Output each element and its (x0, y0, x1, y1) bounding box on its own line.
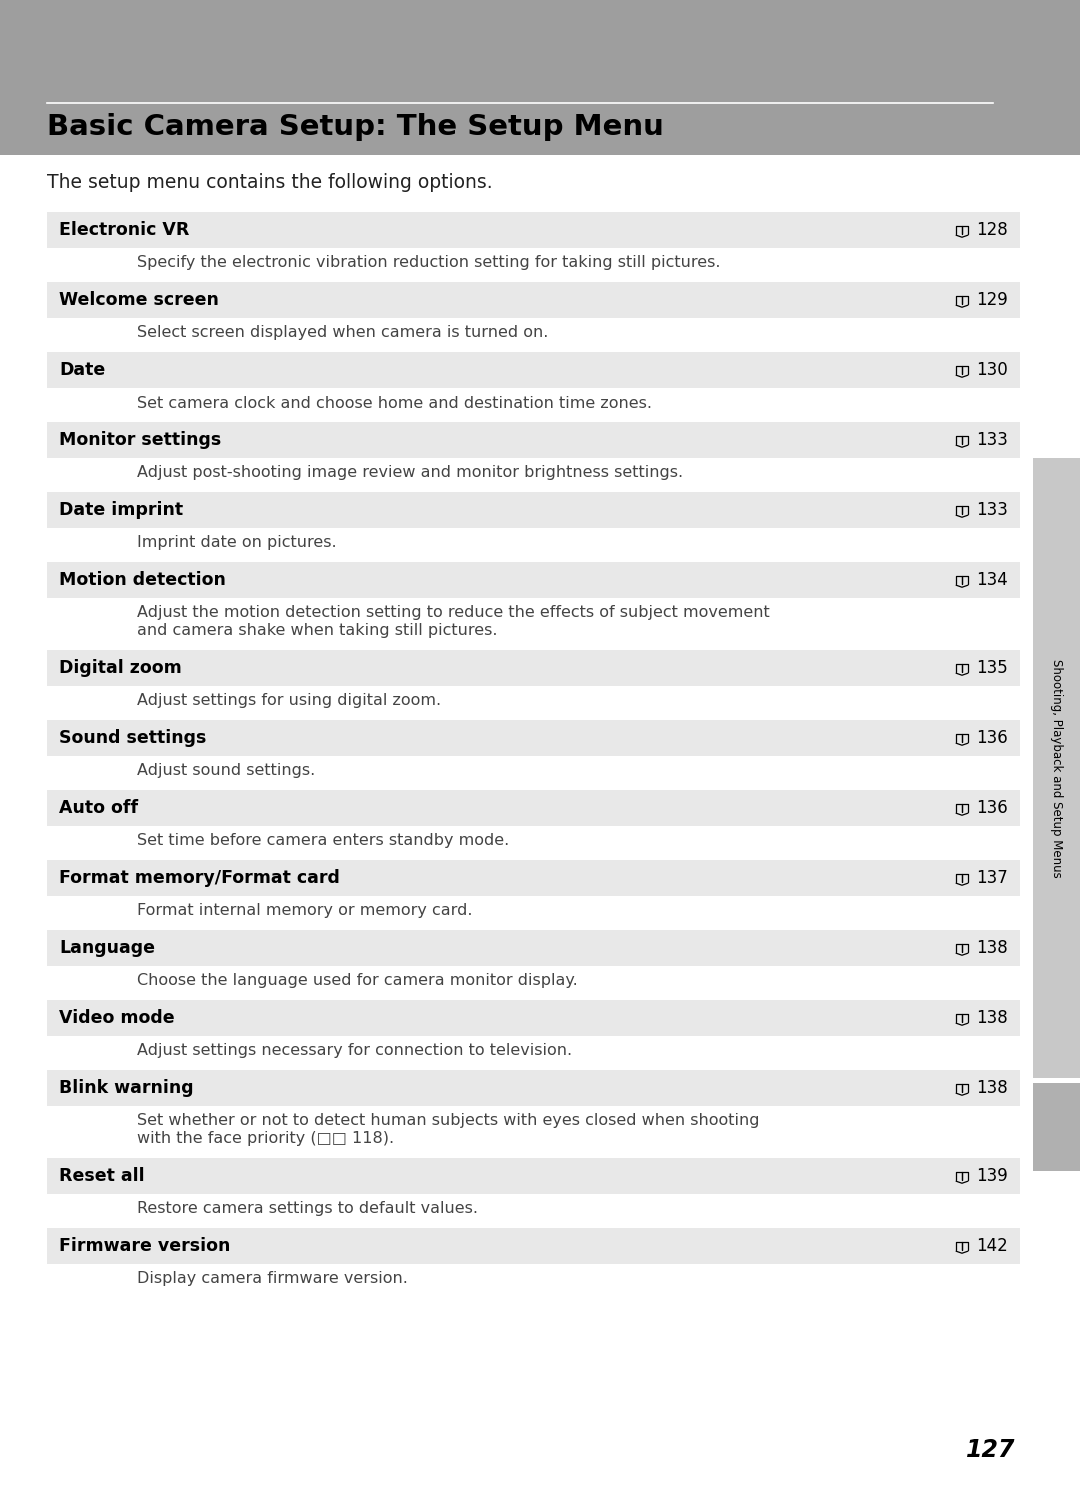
Text: Shooting, Playback and Setup Menus: Shooting, Playback and Setup Menus (1050, 658, 1063, 877)
Text: 137: 137 (976, 869, 1008, 887)
Text: The setup menu contains the following options.: The setup menu contains the following op… (48, 174, 492, 193)
Text: Adjust post-shooting image review and monitor brightness settings.: Adjust post-shooting image review and mo… (137, 465, 684, 480)
Bar (1032, 458, 1080, 1077)
Text: 133: 133 (976, 501, 1008, 519)
Text: Digital zoom: Digital zoom (59, 658, 181, 678)
Bar (0, 0, 1080, 155)
Bar (48, 791, 1020, 826)
Text: 138: 138 (976, 939, 1008, 957)
Text: 135: 135 (976, 658, 1008, 678)
Bar (48, 930, 1020, 966)
Text: 134: 134 (976, 571, 1008, 588)
Bar (1032, 1083, 1080, 1171)
Text: and camera shake when taking still pictures.: and camera shake when taking still pictu… (137, 624, 498, 639)
Text: 130: 130 (976, 361, 1008, 379)
Bar (48, 492, 1020, 528)
Text: Video mode: Video mode (59, 1009, 175, 1027)
Text: with the face priority (□□ 118).: with the face priority (□□ 118). (137, 1131, 394, 1147)
Text: Specify the electronic vibration reduction setting for taking still pictures.: Specify the electronic vibration reducti… (137, 256, 720, 270)
Bar (48, 422, 1020, 458)
Text: Date imprint: Date imprint (59, 501, 184, 519)
Bar (48, 1000, 1020, 1036)
Bar (48, 687, 1020, 721)
Text: Motion detection: Motion detection (59, 571, 226, 588)
Bar (48, 1036, 1020, 1070)
Text: Adjust sound settings.: Adjust sound settings. (137, 764, 315, 779)
Bar (48, 248, 1020, 282)
Bar (48, 528, 1020, 562)
Text: 136: 136 (976, 730, 1008, 747)
Bar (48, 458, 1020, 492)
Text: Imprint date on pictures.: Imprint date on pictures. (137, 535, 337, 550)
Text: Auto off: Auto off (59, 799, 138, 817)
Text: 129: 129 (976, 291, 1008, 309)
Text: Blink warning: Blink warning (59, 1079, 193, 1097)
Text: Set time before camera enters standby mode.: Set time before camera enters standby mo… (137, 834, 510, 849)
Text: Language: Language (59, 939, 156, 957)
Bar (48, 318, 1020, 352)
Bar (48, 966, 1020, 1000)
Text: Choose the language used for camera monitor display.: Choose the language used for camera moni… (137, 973, 578, 988)
Text: 139: 139 (976, 1167, 1008, 1184)
Bar (48, 721, 1020, 756)
Bar (48, 282, 1020, 318)
Text: Set camera clock and choose home and destination time zones.: Set camera clock and choose home and des… (137, 395, 652, 410)
Text: Reset all: Reset all (59, 1167, 145, 1184)
Text: Adjust the motion detection setting to reduce the effects of subject movement: Adjust the motion detection setting to r… (137, 605, 770, 621)
Text: 138: 138 (976, 1079, 1008, 1097)
Bar (48, 388, 1020, 422)
Text: Restore camera settings to default values.: Restore camera settings to default value… (137, 1202, 478, 1217)
Text: Adjust settings necessary for connection to television.: Adjust settings necessary for connection… (137, 1043, 572, 1058)
Text: 136: 136 (976, 799, 1008, 817)
Bar (48, 1070, 1020, 1106)
Bar (48, 826, 1020, 860)
Text: 128: 128 (976, 221, 1008, 239)
Bar (48, 1265, 1020, 1297)
Bar (48, 352, 1020, 388)
Text: Format internal memory or memory card.: Format internal memory or memory card. (137, 903, 473, 918)
Bar (48, 1193, 1020, 1227)
Text: Adjust settings for using digital zoom.: Adjust settings for using digital zoom. (137, 694, 441, 709)
Text: Monitor settings: Monitor settings (59, 431, 221, 449)
Bar (48, 1158, 1020, 1193)
Text: Set whether or not to detect human subjects with eyes closed when shooting: Set whether or not to detect human subje… (137, 1113, 759, 1128)
Bar (48, 896, 1020, 930)
Text: Welcome screen: Welcome screen (59, 291, 219, 309)
Bar (48, 756, 1020, 791)
Bar (48, 597, 1020, 649)
Bar (48, 1106, 1020, 1158)
Text: 127: 127 (966, 1438, 1015, 1462)
Text: 133: 133 (976, 431, 1008, 449)
Bar (48, 1227, 1020, 1265)
Text: Basic Camera Setup: The Setup Menu: Basic Camera Setup: The Setup Menu (48, 113, 664, 141)
Text: Select screen displayed when camera is turned on.: Select screen displayed when camera is t… (137, 325, 549, 340)
Text: Format memory/Format card: Format memory/Format card (59, 869, 340, 887)
Text: Date: Date (59, 361, 105, 379)
Bar (48, 649, 1020, 687)
Text: 138: 138 (976, 1009, 1008, 1027)
Bar (48, 212, 1020, 248)
Text: Display camera firmware version.: Display camera firmware version. (137, 1272, 408, 1287)
Text: Firmware version: Firmware version (59, 1236, 230, 1256)
Text: 142: 142 (976, 1236, 1008, 1256)
Bar (48, 562, 1020, 597)
Text: Electronic VR: Electronic VR (59, 221, 189, 239)
Bar (48, 860, 1020, 896)
Text: Sound settings: Sound settings (59, 730, 206, 747)
